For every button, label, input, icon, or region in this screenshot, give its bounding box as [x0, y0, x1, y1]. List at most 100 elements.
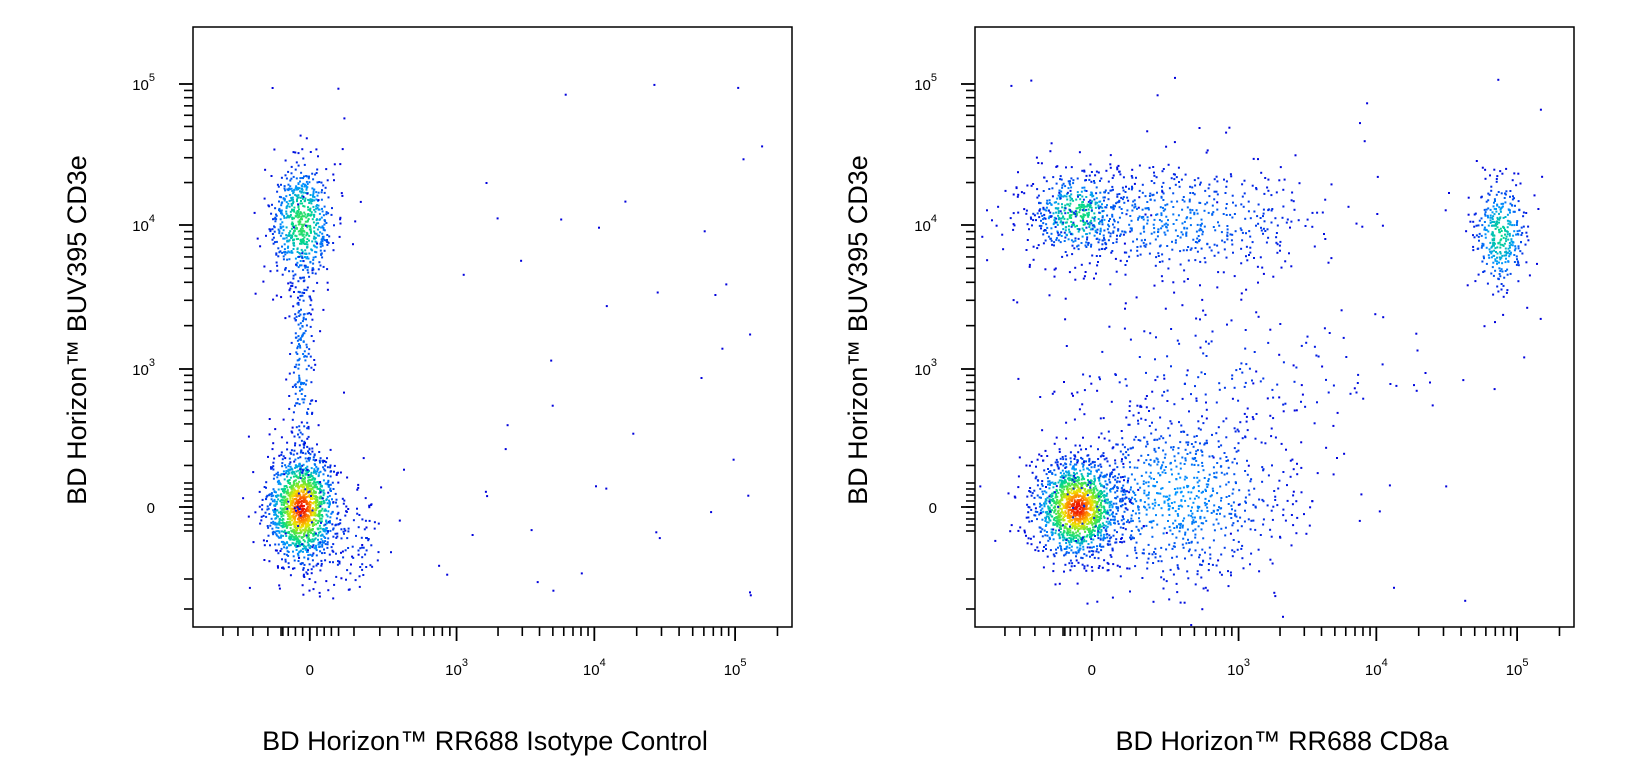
- event-dot: [1190, 554, 1193, 557]
- event-dot: [311, 272, 314, 275]
- event-dot: [298, 429, 301, 432]
- event-dot: [1075, 540, 1078, 542]
- event-dot: [1182, 546, 1185, 549]
- event-dot: [286, 502, 289, 505]
- event-dot: [1048, 495, 1051, 498]
- event-dot: [309, 194, 312, 196]
- event-dot: [297, 492, 300, 495]
- event-dot: [1068, 562, 1071, 565]
- event-dot: [1086, 511, 1089, 514]
- event-dot: [1085, 196, 1088, 198]
- event-dot: [1137, 422, 1140, 425]
- event-dot: [294, 151, 297, 154]
- event-dot: [1119, 505, 1122, 508]
- event-dot: [297, 469, 300, 472]
- event-dot: [1056, 502, 1059, 504]
- event-dot: [1085, 483, 1088, 486]
- event-dot: [1154, 547, 1157, 550]
- event-dot: [292, 371, 295, 374]
- event-dot: [1121, 476, 1124, 478]
- event-dot: [290, 534, 293, 537]
- event-dot: [302, 545, 305, 547]
- event-dot: [248, 586, 251, 589]
- event-dot: [1289, 475, 1292, 478]
- event-dot: [1027, 537, 1030, 540]
- event-dot: [1057, 214, 1060, 217]
- event-dot: [1025, 534, 1027, 537]
- event-dot: [302, 313, 305, 316]
- event-dot: [1113, 519, 1116, 522]
- event-dot: [1064, 480, 1067, 482]
- event-dot: [1084, 497, 1087, 500]
- event-dot: [1105, 520, 1108, 523]
- event-dot: [1134, 549, 1137, 552]
- event-dot: [315, 498, 317, 501]
- event-dot: [1089, 445, 1092, 448]
- event-dot: [1072, 506, 1075, 509]
- event-dot: [300, 517, 302, 520]
- event-dot: [1063, 488, 1066, 491]
- event-dot: [275, 533, 278, 536]
- event-dot: [307, 435, 310, 438]
- event-dot: [309, 402, 312, 405]
- event-dot: [1234, 509, 1237, 512]
- event-dot: [1060, 549, 1063, 552]
- event-dot: [1072, 471, 1075, 474]
- event-dot: [340, 192, 343, 195]
- event-dot: [301, 486, 304, 489]
- event-dot: [1140, 527, 1143, 530]
- event-dot: [1145, 406, 1148, 409]
- event-dot: [304, 496, 307, 499]
- event-dot: [1081, 403, 1084, 406]
- event-dot: [303, 252, 306, 255]
- event-dot: [289, 527, 292, 530]
- event-dot: [1101, 475, 1104, 478]
- event-dot: [1054, 481, 1057, 484]
- event-dot: [292, 222, 294, 225]
- event-dot: [292, 274, 295, 277]
- event-dot: [293, 559, 296, 562]
- event-dot: [269, 524, 272, 527]
- event-dot: [314, 363, 317, 366]
- event-dot: [316, 168, 319, 171]
- event-dot: [321, 507, 324, 510]
- event-dot: [1097, 464, 1100, 467]
- event-dot: [1107, 522, 1110, 525]
- event-dot: [1105, 501, 1108, 504]
- event-dot: [1079, 506, 1082, 509]
- event-dot: [1261, 466, 1264, 469]
- event-dot: [1060, 515, 1063, 517]
- event-dot: [304, 249, 307, 252]
- event-dot: [312, 194, 314, 197]
- event-dot: [316, 181, 319, 184]
- event-dot: [284, 498, 287, 501]
- event-dot: [1055, 488, 1058, 491]
- event-dot: [1133, 466, 1136, 469]
- event-dot: [1106, 511, 1109, 514]
- event-dot: [299, 513, 302, 516]
- event-dot: [504, 448, 507, 451]
- event-dot: [1212, 539, 1215, 542]
- event-dot: [1036, 494, 1039, 497]
- event-dot: [1135, 500, 1138, 503]
- event-dot: [1064, 538, 1067, 541]
- event-dot: [298, 229, 301, 232]
- event-dot: [299, 211, 302, 214]
- event-dot: [1077, 524, 1080, 527]
- event-dot: [1191, 522, 1194, 525]
- event-dot: [1244, 436, 1247, 439]
- event-dot: [1172, 522, 1175, 525]
- event-dot: [1089, 530, 1092, 533]
- event-dot: [261, 498, 264, 501]
- event-dot: [360, 536, 363, 539]
- event-dot: [291, 538, 294, 541]
- event-dot: [1069, 183, 1072, 186]
- event-dot: [299, 220, 302, 223]
- event-dot: [260, 519, 263, 522]
- event-dot: [1057, 518, 1060, 521]
- event-dot: [446, 573, 449, 576]
- event-dot: [1058, 479, 1061, 482]
- event-dot: [1079, 482, 1082, 485]
- event-dot: [1149, 458, 1152, 461]
